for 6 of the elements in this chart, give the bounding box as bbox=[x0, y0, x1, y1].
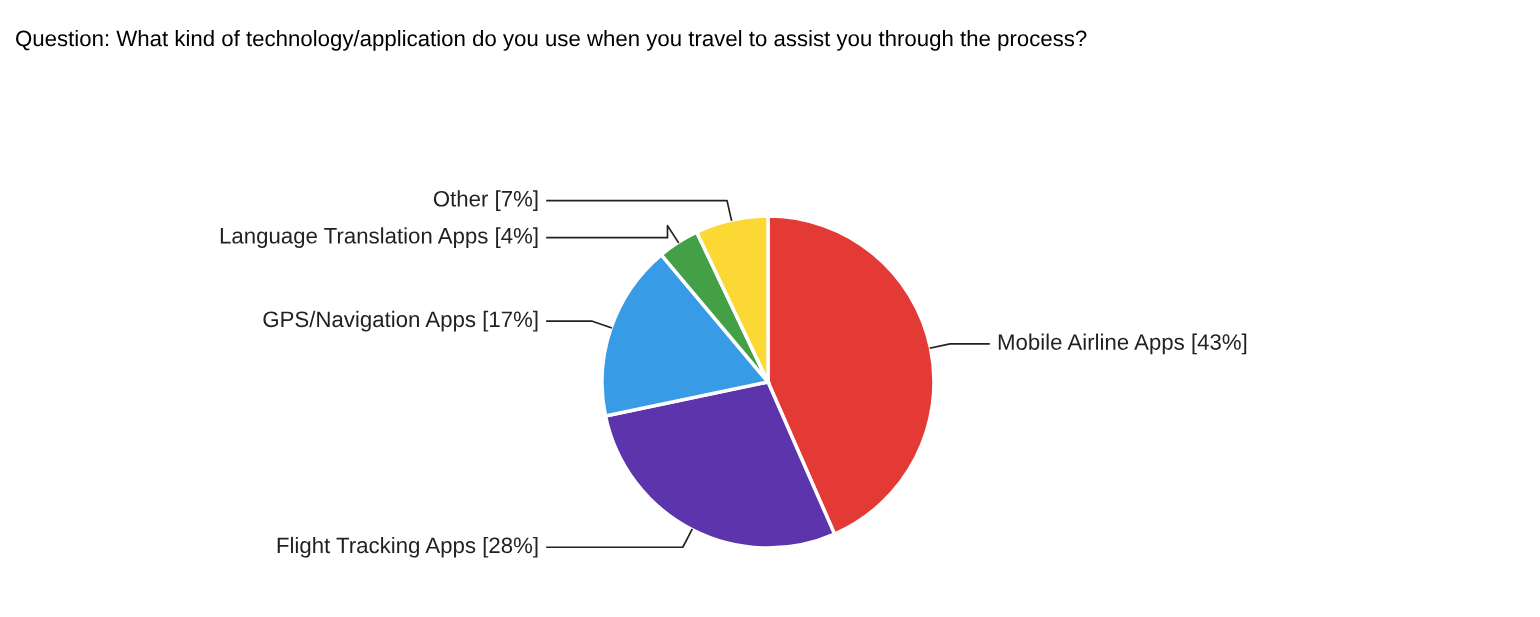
slice-label: Language Translation Apps [4%] bbox=[220, 227, 538, 249]
slice-label: Mobile Airline Apps [43%] bbox=[998, 333, 1247, 355]
slice-label: Flight Tracking Apps [28%] bbox=[277, 536, 538, 558]
slice-label: GPS/Navigation Apps [17%] bbox=[263, 310, 538, 332]
slice-label: Other [7%] bbox=[433, 190, 538, 212]
chart-title: Question: What kind of technology/application do you use when you travel to assist you through the process? bbox=[16, 30, 1087, 51]
